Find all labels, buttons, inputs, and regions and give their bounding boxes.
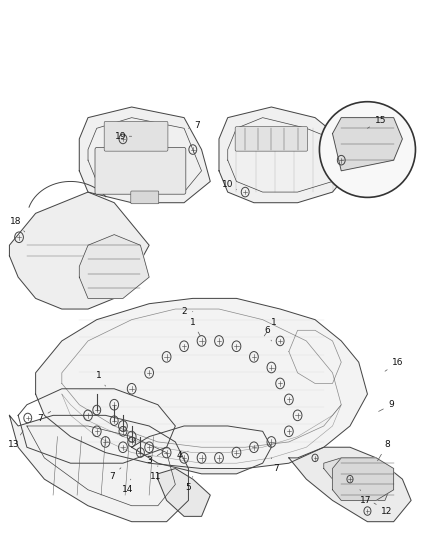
Polygon shape bbox=[10, 415, 188, 522]
Polygon shape bbox=[10, 192, 149, 309]
Text: 4: 4 bbox=[177, 451, 188, 460]
Polygon shape bbox=[132, 426, 272, 474]
Text: 19: 19 bbox=[115, 132, 132, 141]
Text: 18: 18 bbox=[10, 217, 25, 232]
Polygon shape bbox=[158, 469, 210, 516]
Text: 11: 11 bbox=[150, 466, 162, 481]
Text: 17: 17 bbox=[360, 490, 371, 505]
Text: 6: 6 bbox=[264, 326, 272, 341]
FancyBboxPatch shape bbox=[131, 191, 159, 204]
Text: 7: 7 bbox=[109, 468, 121, 481]
Text: 5: 5 bbox=[186, 477, 193, 491]
Polygon shape bbox=[289, 447, 411, 522]
Text: 7: 7 bbox=[272, 458, 279, 473]
FancyBboxPatch shape bbox=[95, 148, 186, 194]
Text: 1: 1 bbox=[190, 318, 200, 336]
FancyBboxPatch shape bbox=[104, 122, 168, 151]
Text: 7: 7 bbox=[188, 121, 200, 130]
Text: 9: 9 bbox=[378, 400, 394, 411]
Polygon shape bbox=[332, 458, 394, 500]
Text: 15: 15 bbox=[367, 116, 386, 128]
Text: 12: 12 bbox=[374, 503, 393, 515]
Polygon shape bbox=[35, 298, 367, 469]
Polygon shape bbox=[79, 107, 210, 203]
FancyBboxPatch shape bbox=[235, 127, 307, 151]
Text: 7: 7 bbox=[37, 411, 51, 423]
Polygon shape bbox=[324, 458, 394, 500]
Polygon shape bbox=[79, 235, 149, 298]
Text: 3: 3 bbox=[146, 451, 164, 465]
Polygon shape bbox=[332, 118, 403, 171]
Polygon shape bbox=[219, 107, 350, 203]
Text: 10: 10 bbox=[222, 180, 237, 189]
Text: 8: 8 bbox=[378, 440, 390, 461]
Text: 1: 1 bbox=[264, 318, 276, 336]
Text: 16: 16 bbox=[385, 358, 404, 372]
Text: 1: 1 bbox=[96, 371, 106, 386]
Text: 14: 14 bbox=[122, 479, 133, 494]
Text: 2: 2 bbox=[181, 307, 193, 316]
Text: 13: 13 bbox=[8, 431, 23, 449]
Ellipse shape bbox=[319, 102, 416, 197]
